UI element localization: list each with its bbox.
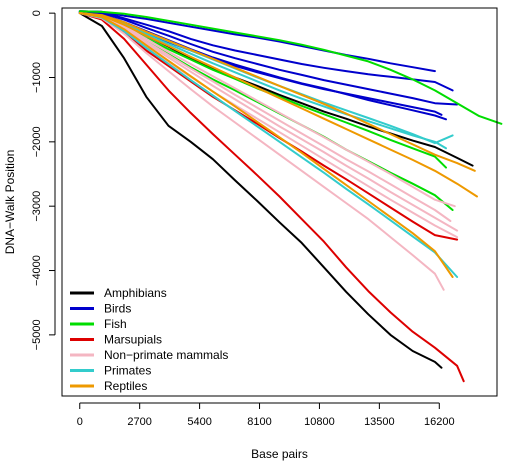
x-tick-label: 5400 [187,416,211,428]
legend-label-primates: Primates [104,364,151,378]
plot-lines [78,10,503,383]
plot-frame [61,7,498,397]
series-line-non-primate-mammals-3 [78,12,459,232]
x-axis-title: Base pairs [251,447,308,461]
y-tick-label: −4000 [31,255,43,286]
legend-label-reptiles: Reptiles [104,379,147,393]
x-tick-label: 8100 [247,416,271,428]
legend-label-non-primate-mammals: Non−primate mammals [104,348,228,362]
x-tick-label: 10800 [304,416,335,428]
series-line-non-primate-mammals-2 [78,12,459,239]
x-tick-label: 13500 [364,416,395,428]
x-tick-label: 16200 [424,416,455,428]
series-line-non-primate-mammals-1 [78,12,445,291]
y-tick-label: −2000 [31,126,43,157]
series-line-reptiles-3 [78,12,476,172]
legend-label-fish: Fish [104,317,127,331]
series-line-fish-1 [78,10,503,125]
x-tick-label: 0 [77,416,83,428]
y-tick-label: −1000 [31,62,43,93]
series-line-primates-1 [78,12,459,278]
series-line-birds-2 [78,10,454,92]
series-line-birds-3 [78,10,459,106]
series-line-marsupials-1 [78,12,465,383]
y-axis-title: DNA−Walk Position [3,150,17,255]
series-line-amphibians-1 [78,12,443,369]
y-tick-label: 0 [31,10,43,16]
series-line-reptiles-2 [78,12,478,198]
y-axis: 0 −1000 −2000 −3000 −4000 −5000 [31,10,56,350]
y-tick-label: −3000 [31,191,43,222]
x-axis: 0 2700 5400 8100 10800 13500 16200 [77,402,455,428]
series-line-primates-2 [78,12,447,150]
series-line-birds-1 [78,10,436,73]
legend-label-marsupials: Marsupials [104,333,162,347]
series-line-non-primate-mammals-4 [78,12,452,222]
legend-label-birds: Birds [104,302,131,316]
legend-label-amphibians: Amphibians [104,286,167,300]
x-tick-label: 2700 [127,416,151,428]
series-line-non-primate-mammals-5 [78,12,456,208]
series-line-marsupials-2 [78,12,459,241]
series-line-reptiles-1 [78,12,454,278]
y-tick-label: −5000 [31,319,43,350]
